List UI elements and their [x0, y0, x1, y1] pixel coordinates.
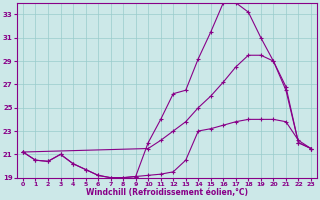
X-axis label: Windchill (Refroidissement éolien,°C): Windchill (Refroidissement éolien,°C): [86, 188, 248, 197]
